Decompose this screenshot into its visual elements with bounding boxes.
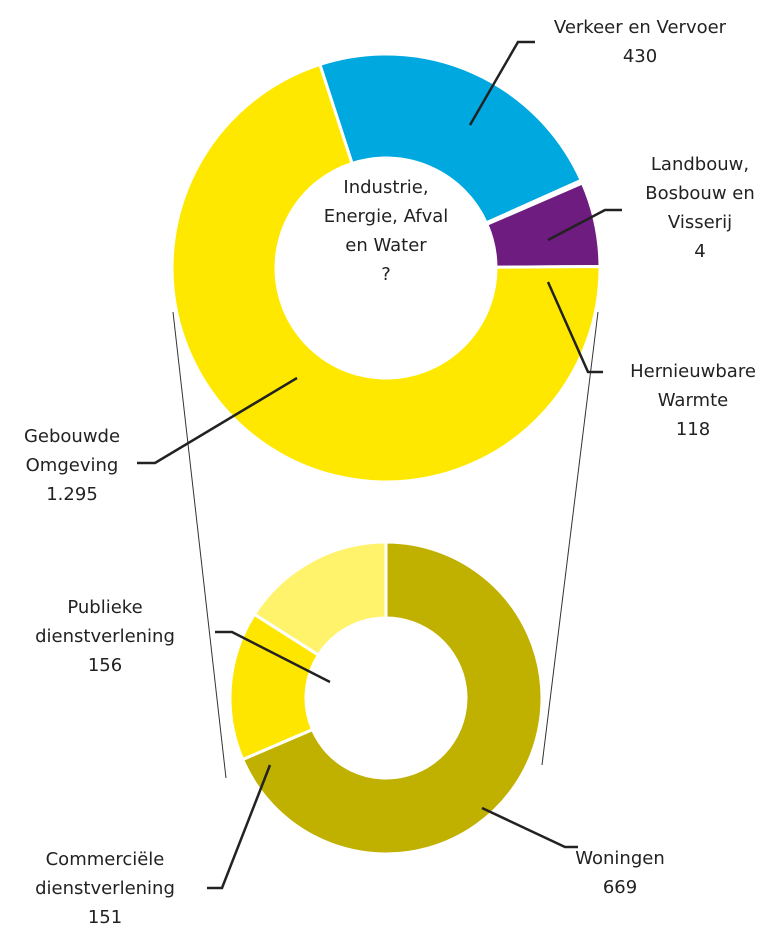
donut-segment [252,540,388,658]
segment-label: Commerciële dienstverlening [35,849,175,899]
leader-line [546,281,603,374]
value-label: 156 [88,655,122,676]
center-value: ? [381,264,391,285]
donut-segment [170,62,602,484]
leader-line [481,806,578,849]
value-label: 669 [603,877,637,898]
center-label: Industrie, Energie, Afval en Water [324,177,449,256]
segment-label: Landbouw, Bosbouw en Visserij [645,154,755,233]
connector-line [172,311,227,779]
leader-line [137,376,298,465]
segment-label: Woningen [575,848,664,869]
segment-label: Gebouwde Omgeving [24,426,120,476]
donut-segment [240,540,544,856]
value-label: 430 [623,46,657,67]
leader-line [547,208,622,242]
donut-segment [317,52,584,225]
value-label: 118 [676,419,710,440]
segment-label: Verkeer en Vervoer [554,17,727,38]
value-label: 4 [694,241,705,262]
segment-label: Hernieuwbare Warmte [630,361,756,411]
value-label: 151 [88,907,122,926]
leader-line [215,630,331,684]
value-label: 1.295 [46,484,98,505]
leader-line [468,40,535,126]
connector-line [541,311,599,766]
segment-label: Publieke dienstverlening [35,597,175,647]
leader-line [207,764,272,890]
